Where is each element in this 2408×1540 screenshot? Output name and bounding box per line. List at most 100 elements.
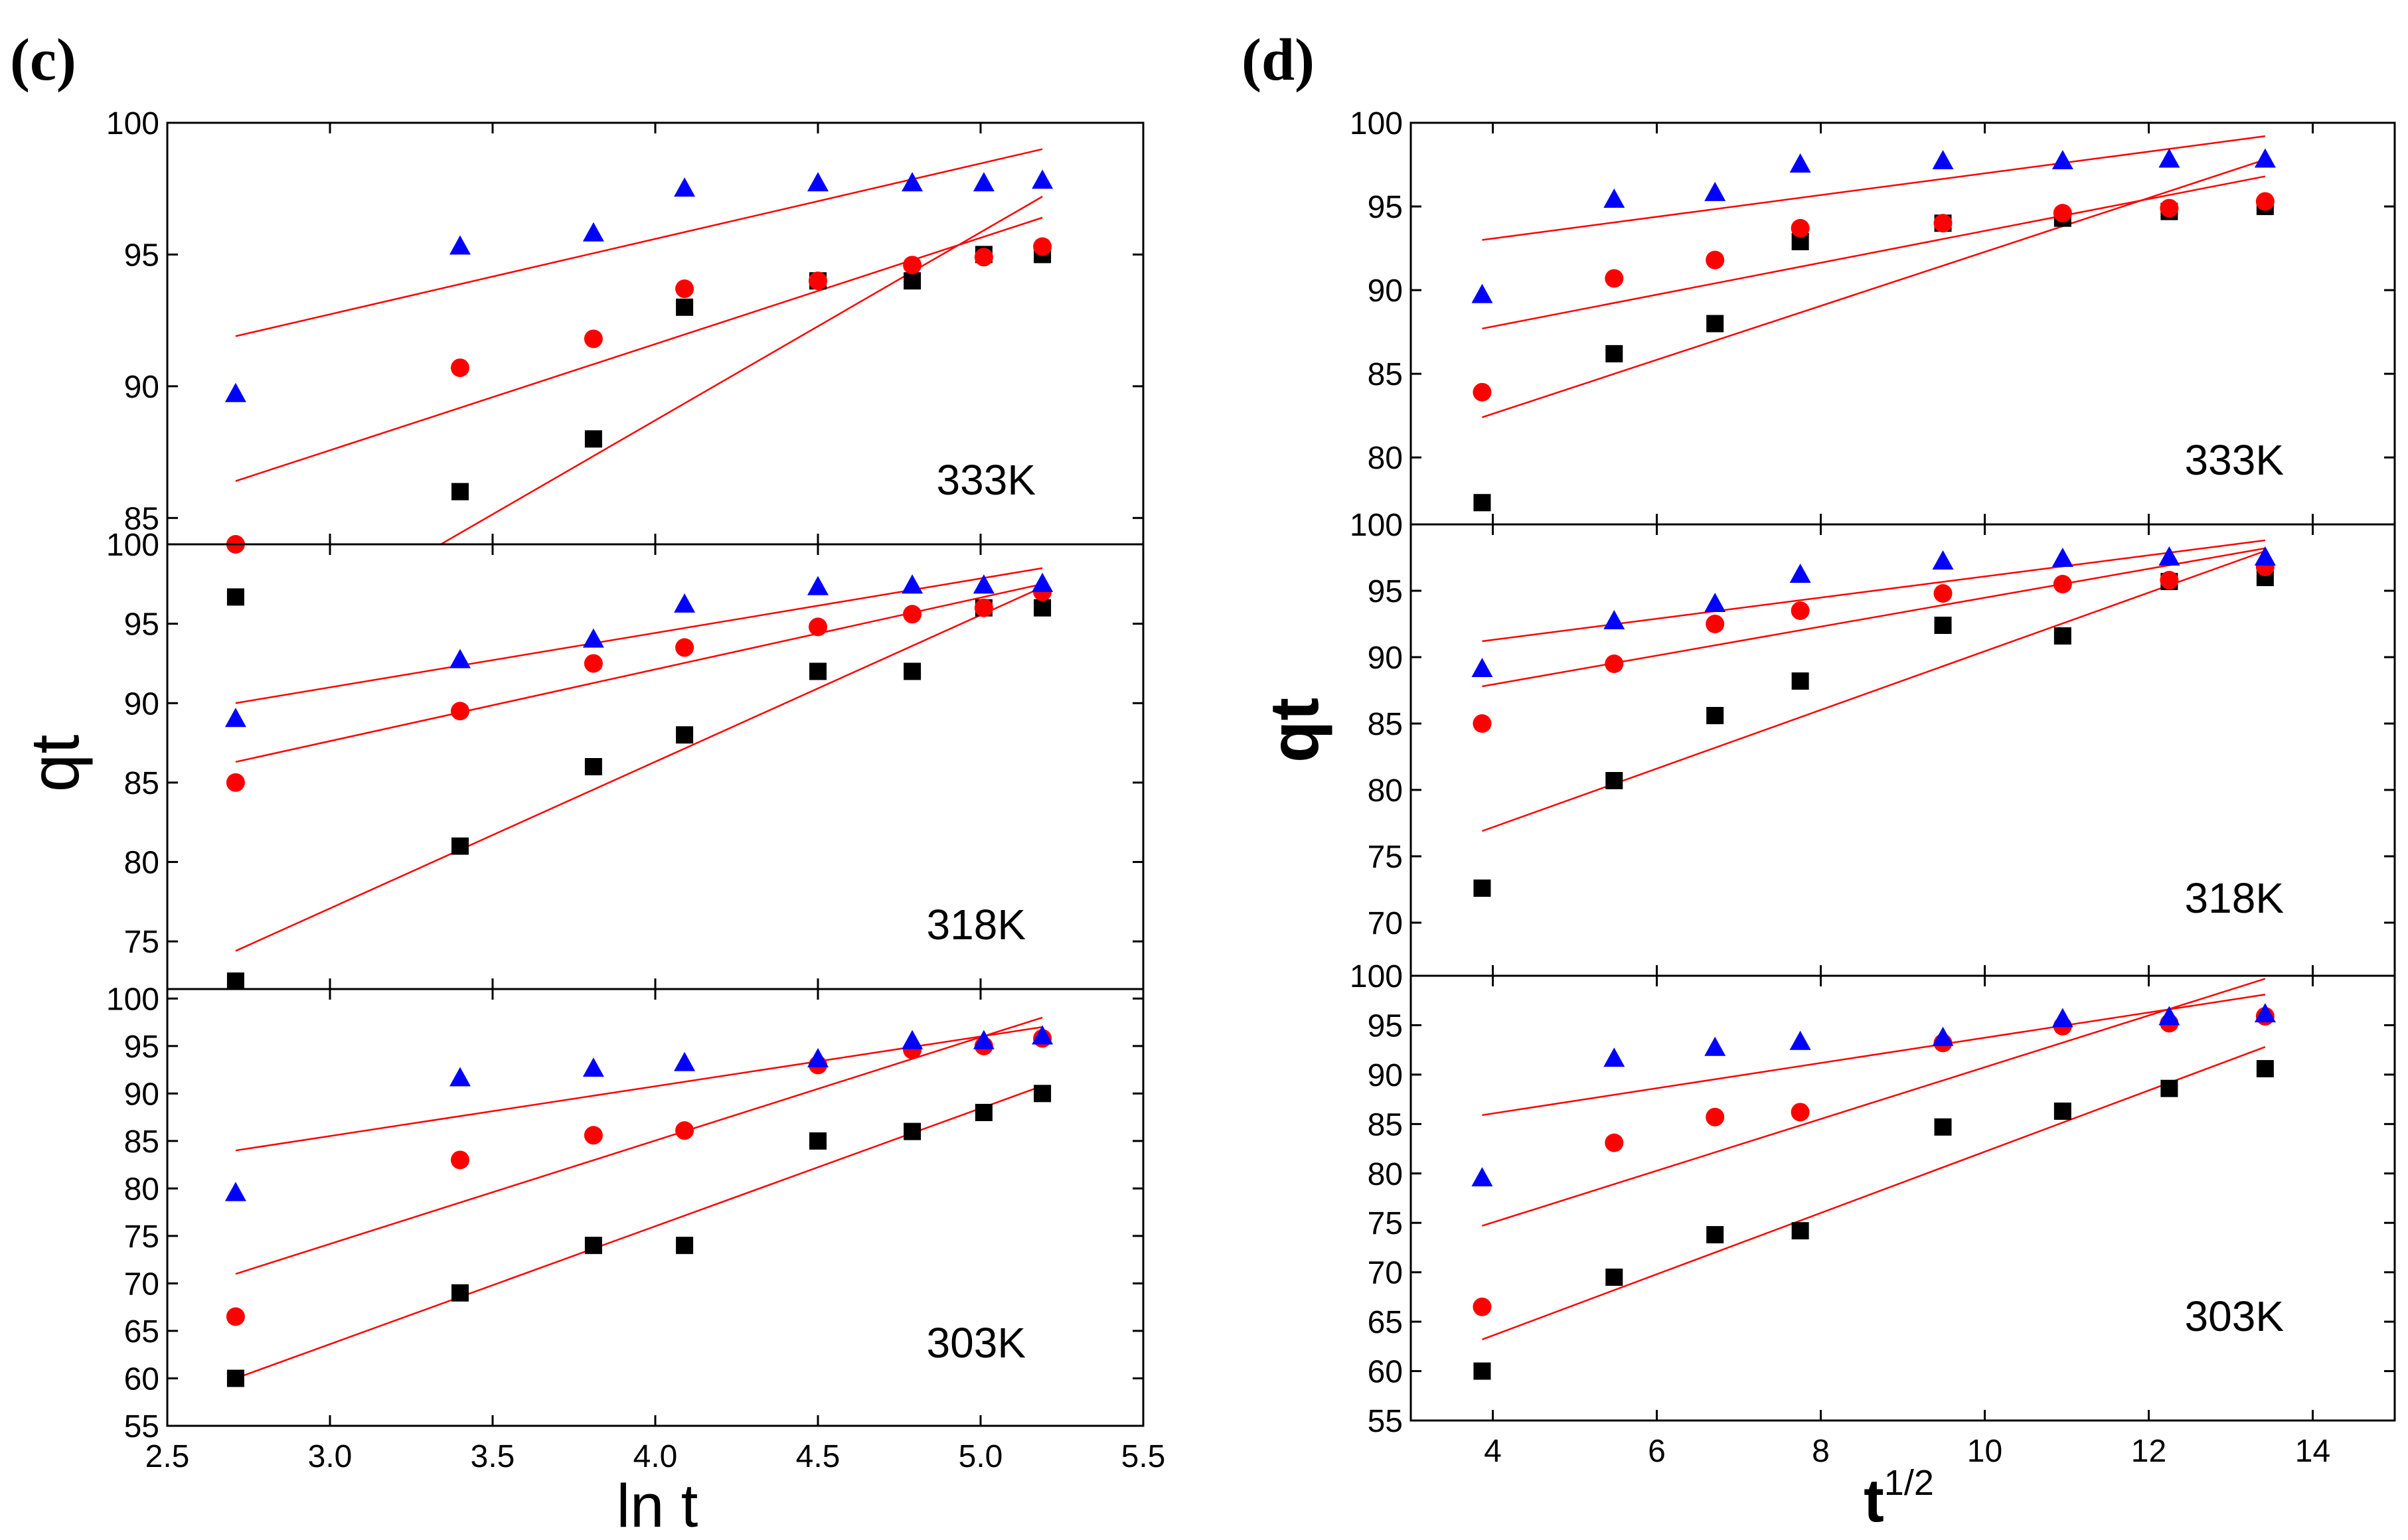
x-tick-label: 3.5: [471, 1439, 515, 1474]
point-black-7: [2256, 1059, 2274, 1077]
point-red-0: [1473, 1297, 1492, 1316]
point-blue-3: [1789, 153, 1811, 173]
plot-area: [235, 567, 1043, 952]
point-black-0: [226, 972, 244, 990]
point-red-5: [2053, 204, 2072, 223]
point-blue-6: [973, 574, 995, 594]
y-tick-label: 55: [1368, 1404, 1403, 1439]
point-red-6: [2160, 198, 2179, 218]
subplot-318K: 75 80 85 90 95 100 318K: [106, 528, 1145, 990]
fit-line-blue: [235, 567, 1043, 704]
point-black-2: [1706, 315, 1724, 333]
point-black-2: [584, 1237, 602, 1255]
chart-panel-c: (c) 85 90 95 100 333K 75 80 85 90 95 100 318K 55 60 65 7…: [10, 27, 1165, 1540]
fit-line-blue: [235, 1026, 1043, 1152]
y-tick-label: 75: [124, 925, 159, 960]
point-blue-0: [1471, 658, 1493, 677]
y-axis-label: qt: [1256, 698, 1333, 763]
point-blue-4: [807, 172, 829, 192]
y-tick-label: 70: [124, 1267, 159, 1302]
chart-panel-d: (d) 80 85 90 95 100 333K 70 75 80 85 90 95 100 318K 55 6…: [1242, 27, 2396, 1535]
point-blue-5: [2051, 1008, 2073, 1028]
fit-line-red: [1482, 978, 2266, 1227]
plot-area: [1482, 135, 2266, 418]
point-red-2: [584, 1126, 603, 1145]
point-black-0: [1473, 880, 1491, 897]
point-blue-1: [449, 649, 471, 668]
point-black-2: [1706, 707, 1724, 724]
point-blue-7: [2254, 148, 2276, 168]
point-red-5: [903, 256, 922, 275]
point-black-0: [226, 588, 244, 606]
fit-line-black: [235, 1085, 1043, 1379]
y-tick-label: 80: [1368, 773, 1403, 809]
point-red-3: [1791, 218, 1810, 238]
fit-line-blue: [1482, 994, 2266, 1116]
y-tick-label: 65: [1368, 1305, 1403, 1340]
point-red-7: [2255, 192, 2275, 211]
point-red-2: [1706, 250, 1725, 270]
temperature-label: 333K: [2185, 436, 2284, 484]
point-black-4: [809, 662, 827, 680]
point-black-7: [1034, 599, 1052, 617]
point-blue-2: [582, 628, 604, 648]
point-red-6: [974, 248, 993, 267]
point-red-4: [1933, 584, 1953, 603]
point-blue-0: [224, 1182, 246, 1201]
temperature-label: 318K: [2185, 874, 2284, 922]
point-blue-2: [582, 1057, 604, 1077]
point-black-5: [904, 272, 922, 290]
y-tick-label: 70: [1368, 906, 1403, 941]
y-tick-label: 90: [1368, 641, 1403, 676]
y-tick-label: 90: [1368, 1058, 1403, 1093]
plot-area: [235, 1016, 1043, 1379]
point-blue-3: [1789, 1030, 1811, 1050]
point-black-5: [904, 1122, 922, 1140]
point-blue-5: [2051, 548, 2073, 567]
point-black-4: [809, 1132, 827, 1150]
x-tick-label: 12: [2131, 1434, 2166, 1469]
point-black-1: [451, 1284, 469, 1302]
fit-line-black: [235, 586, 1043, 952]
point-blue-7: [1032, 1025, 1054, 1045]
temperature-label: 318K: [927, 901, 1026, 949]
point-black-2: [1706, 1226, 1724, 1244]
fit-line-red: [235, 583, 1043, 763]
x-tick-label: 4.5: [796, 1439, 841, 1474]
point-blue-6: [2158, 148, 2180, 168]
y-tick-label: 100: [106, 982, 159, 1017]
y-tick-label: 85: [1368, 707, 1403, 742]
x-tick-label: 14: [2295, 1434, 2330, 1469]
y-tick-label: 80: [124, 846, 159, 881]
y-tick-label: 60: [1368, 1355, 1403, 1390]
x-tick-label: 3.0: [308, 1439, 353, 1474]
x-tick-label: 5.0: [959, 1439, 1003, 1474]
fit-line-black: [1482, 1046, 2266, 1341]
point-blue-6: [973, 172, 995, 192]
panel-label: (c): [10, 27, 76, 93]
plot-area: [1482, 539, 2266, 832]
x-tick-label: 4.0: [633, 1439, 678, 1474]
y-tick-label: 85: [124, 766, 159, 801]
point-blue-4: [1932, 1026, 1954, 1046]
point-red-5: [903, 605, 922, 624]
x-tick-label: 2.5: [145, 1439, 190, 1474]
point-black-2: [584, 430, 602, 448]
y-tick-label: 95: [1368, 1008, 1403, 1043]
point-red-1: [1605, 1133, 1624, 1152]
subplot-333K: 80 85 90 95 100 333K: [1350, 106, 2396, 526]
point-black-3: [1791, 1222, 1809, 1240]
point-black-5: [904, 662, 922, 680]
point-black-3: [676, 1237, 694, 1255]
point-red-5: [2053, 575, 2072, 593]
y-tick-label: 95: [124, 1030, 159, 1065]
point-red-3: [675, 638, 694, 657]
point-black-0: [1473, 1362, 1491, 1380]
point-blue-2: [1704, 1036, 1726, 1056]
point-blue-3: [1789, 564, 1811, 583]
point-black-1: [1605, 345, 1623, 362]
y-tick-label: 100: [1350, 508, 1403, 543]
point-black-3: [676, 726, 694, 744]
y-tick-label: 90: [1368, 273, 1403, 309]
